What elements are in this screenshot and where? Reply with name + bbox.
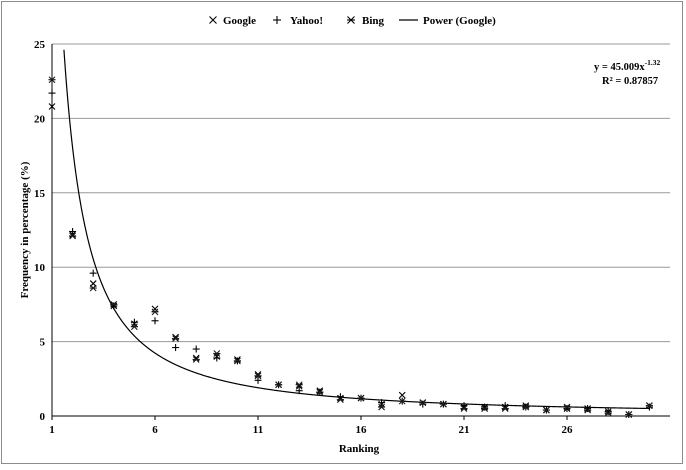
google-point bbox=[398, 391, 406, 399]
bing-point bbox=[645, 402, 654, 409]
yahoo-point bbox=[378, 399, 386, 407]
bing-point bbox=[275, 381, 283, 389]
legend-label-google: Google bbox=[223, 15, 256, 27]
bing-point bbox=[213, 350, 221, 357]
y-tick-label: 15 bbox=[34, 188, 46, 200]
yahoo-point bbox=[48, 89, 56, 97]
legend-item-power-google: Power (Google) bbox=[399, 15, 496, 27]
bing-point bbox=[604, 409, 612, 417]
bing-point bbox=[336, 396, 344, 404]
bing-point bbox=[48, 76, 56, 84]
bing-point bbox=[563, 403, 571, 411]
legend-label-yahoo: Yahoo! bbox=[290, 15, 323, 27]
y-axis-title: Frequency in percentage (%) bbox=[19, 161, 31, 298]
x-tick-label: 16 bbox=[356, 424, 368, 436]
yahoo-point bbox=[213, 354, 221, 362]
yahoo-point bbox=[110, 302, 118, 310]
bing-point bbox=[522, 403, 530, 411]
gridlines bbox=[52, 43, 670, 343]
bing-point bbox=[192, 356, 200, 363]
yahoo-point bbox=[295, 387, 303, 395]
bing-point bbox=[89, 284, 97, 292]
yahoo-point bbox=[645, 403, 653, 411]
y-tick-label: 10 bbox=[34, 262, 46, 274]
legend-item-google: Google bbox=[209, 15, 256, 27]
yahoo-point bbox=[151, 317, 159, 325]
chart-svg: Google Yahoo! Bing Power (Google) bbox=[19, 15, 670, 455]
chart-frame: Google Yahoo! Bing Power (Google) bbox=[1, 1, 683, 464]
y-tick-label: 5 bbox=[40, 337, 46, 349]
y-tick-label: 20 bbox=[34, 113, 46, 125]
x-tick-label: 1 bbox=[49, 424, 55, 436]
bing-point bbox=[68, 232, 77, 240]
legend-label-bing: Bing bbox=[362, 15, 385, 27]
x-axis-title: Ranking bbox=[339, 443, 380, 455]
bing-point bbox=[460, 405, 468, 412]
equation-text: y = 45.009x-1.32 bbox=[594, 58, 660, 73]
bing-point bbox=[419, 399, 427, 406]
legend-marker-bing bbox=[347, 16, 355, 24]
bing-point bbox=[357, 394, 365, 402]
yahoo-point bbox=[69, 227, 77, 235]
y-tick-label: 0 bbox=[40, 411, 46, 423]
legend-marker-google bbox=[209, 16, 217, 24]
bing-point bbox=[481, 405, 489, 412]
data-points bbox=[48, 76, 654, 419]
yahoo-point bbox=[419, 400, 427, 408]
yahoo-point bbox=[604, 408, 612, 416]
axes bbox=[51, 44, 670, 420]
bing-point bbox=[151, 308, 159, 316]
y-tick-label: 25 bbox=[34, 39, 46, 51]
bing-point bbox=[501, 405, 509, 412]
bing-point bbox=[172, 335, 180, 343]
legend-marker-yahoo bbox=[273, 16, 281, 24]
legend: Google Yahoo! Bing Power (Google) bbox=[209, 15, 496, 27]
legend-label-power-google: Power (Google) bbox=[423, 15, 496, 27]
legend-item-yahoo: Yahoo! bbox=[273, 15, 323, 27]
x-tick-label: 6 bbox=[152, 424, 158, 436]
trendline bbox=[63, 49, 651, 410]
r-squared-text: R² = 0.87857 bbox=[602, 76, 658, 87]
y-tick-labels: 0 5 10 15 20 25 bbox=[34, 39, 46, 423]
bing-point bbox=[130, 323, 138, 331]
yahoo-point bbox=[172, 344, 180, 352]
bing-point bbox=[295, 381, 303, 389]
x-tick-label: 11 bbox=[253, 424, 263, 436]
yahoo-point bbox=[254, 376, 262, 384]
equation-exponent: -1.32 bbox=[645, 58, 661, 67]
yahoo-point bbox=[563, 405, 571, 413]
yahoo-point bbox=[130, 318, 138, 326]
x-tick-labels: 1 6 11 16 21 26 bbox=[49, 424, 573, 436]
power-trendline-google bbox=[63, 49, 651, 410]
x-tick-label: 26 bbox=[562, 424, 574, 436]
bing-point bbox=[625, 411, 633, 418]
bing-point bbox=[378, 403, 386, 411]
bing-point bbox=[583, 406, 592, 414]
bing-point bbox=[542, 406, 551, 414]
bing-point bbox=[316, 388, 324, 396]
bing-point bbox=[398, 397, 406, 405]
trendline-equation: y = 45.009x-1.32 R² = 0.87857 bbox=[594, 58, 660, 87]
bing-point bbox=[233, 357, 241, 365]
equation-base: y = 45.009x bbox=[594, 62, 645, 73]
x-tick-label: 21 bbox=[459, 424, 470, 436]
yahoo-point bbox=[192, 345, 200, 353]
google-point bbox=[48, 103, 56, 110]
yahoo-point bbox=[584, 405, 592, 413]
yahoo-point bbox=[89, 269, 97, 277]
bing-point bbox=[254, 372, 262, 380]
legend-item-bing: Bing bbox=[347, 15, 385, 27]
yahoo-point bbox=[481, 403, 489, 411]
bing-point bbox=[439, 400, 447, 408]
bing-point bbox=[110, 301, 118, 308]
google-point bbox=[151, 305, 159, 313]
